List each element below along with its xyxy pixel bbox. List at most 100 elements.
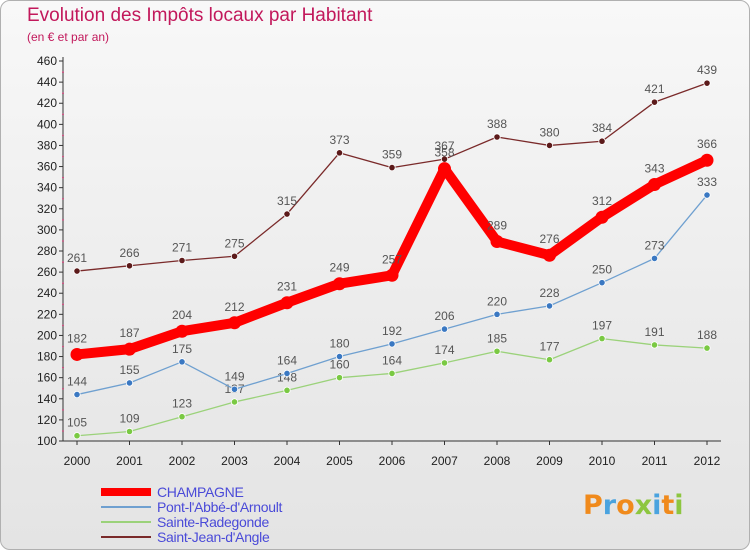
y-tick-label: 300 [37, 223, 57, 237]
data-point [650, 341, 659, 349]
data-label: 266 [119, 246, 139, 260]
data-label: 164 [382, 353, 402, 367]
data-label: 257 [382, 252, 402, 266]
data-point [335, 374, 344, 382]
data-point [385, 268, 399, 282]
x-tick-label: 2007 [431, 454, 458, 468]
y-minor-dot [62, 134, 64, 137]
x-tick-label: 2008 [484, 454, 511, 468]
data-point [598, 137, 606, 145]
data-label: 358 [434, 146, 454, 160]
data-label: 105 [67, 416, 87, 430]
data-label: 289 [487, 219, 507, 233]
logo-letter: i [652, 490, 662, 521]
y-tick-label: 360 [37, 160, 57, 174]
data-label: 249 [329, 261, 349, 275]
data-label: 367 [434, 139, 454, 153]
logo-letter: i [674, 490, 684, 521]
data-point [335, 149, 344, 157]
y-minor-dot [62, 261, 64, 263]
x-tick-label: 2010 [589, 454, 616, 468]
legend-label: Pont-l'Abbé-d'Arnoult [157, 499, 283, 515]
data-point [493, 310, 501, 318]
data-point [125, 427, 134, 436]
data-point [650, 98, 659, 106]
data-label: 212 [224, 300, 244, 314]
y-tick-label: 100 [37, 434, 57, 448]
y-minor-dot [62, 409, 64, 411]
y-minor-dot [62, 219, 64, 221]
legend-label: Sainte-Radegonde [157, 514, 269, 530]
x-tick-label: 2005 [326, 454, 353, 468]
data-label: 192 [382, 324, 402, 338]
data-point [595, 210, 609, 224]
x-tick-label: 2000 [64, 454, 91, 468]
data-label: 155 [119, 363, 139, 377]
data-point [703, 79, 711, 87]
y-minor-dot [62, 282, 64, 285]
data-label: 275 [224, 236, 244, 250]
y-minor-dot [62, 324, 64, 327]
data-label: 366 [697, 137, 717, 151]
x-tick-label: 2011 [642, 454, 668, 468]
data-label: 174 [434, 343, 454, 357]
series-saint-jean-d-angle: 261 266 271 275 315 373 359 367 388 380 384 421 439 [67, 63, 717, 275]
x-tick-label: 2012 [694, 454, 721, 468]
data-label: 188 [697, 328, 717, 342]
x-tick-label: 2009 [536, 454, 563, 468]
data-label: 123 [172, 397, 192, 411]
y-tick-label: 320 [37, 202, 57, 216]
data-point [598, 335, 606, 343]
data-point [703, 344, 711, 352]
logo-letter: x [634, 490, 653, 521]
data-point [545, 356, 554, 364]
data-label: 273 [644, 238, 664, 252]
data-label: 333 [697, 175, 717, 189]
data-label: 250 [592, 263, 612, 277]
y-tick-label: 440 [37, 75, 57, 89]
data-point [230, 252, 239, 260]
data-point [335, 352, 344, 361]
data-label: 439 [697, 63, 717, 77]
data-label: 204 [172, 308, 192, 322]
data-point [73, 390, 81, 399]
data-label: 388 [487, 117, 507, 131]
data-point [178, 358, 186, 366]
data-label: 175 [172, 342, 192, 356]
x-tick-label: 2001 [116, 454, 143, 468]
y-tick-label: 420 [37, 96, 57, 110]
data-label: 180 [329, 337, 349, 351]
y-tick-label: 220 [37, 307, 57, 321]
y-tick-label: 180 [37, 350, 57, 364]
data-label: 271 [172, 241, 192, 255]
data-point [703, 191, 711, 199]
data-label: 177 [539, 340, 559, 354]
legend-swatch-pont-labbe [101, 506, 151, 508]
data-point [438, 162, 451, 176]
data-label: 261 [67, 251, 87, 265]
data-point [125, 262, 134, 270]
data-label: 148 [277, 370, 297, 384]
x-tick-label: 2003 [221, 454, 248, 468]
logo-letter: P [583, 490, 603, 521]
data-point [493, 347, 501, 355]
data-point [230, 398, 239, 406]
data-point [545, 302, 554, 310]
data-label: 276 [539, 232, 559, 246]
data-point [178, 256, 186, 265]
y-minor-dot [62, 366, 64, 369]
data-label: 220 [487, 294, 507, 308]
y-minor-dot [62, 176, 64, 179]
data-label: 312 [592, 194, 612, 208]
data-point [490, 235, 504, 248]
y-tick-label: 240 [37, 286, 57, 300]
y-minor-dot [62, 113, 64, 116]
data-point [73, 432, 81, 440]
logo-letter: t [661, 490, 675, 521]
legend-swatch-saint-jean [101, 536, 151, 538]
data-point [598, 279, 606, 287]
logo-letter: r [602, 490, 617, 521]
data-label: 231 [277, 280, 297, 294]
data-point [650, 254, 659, 262]
